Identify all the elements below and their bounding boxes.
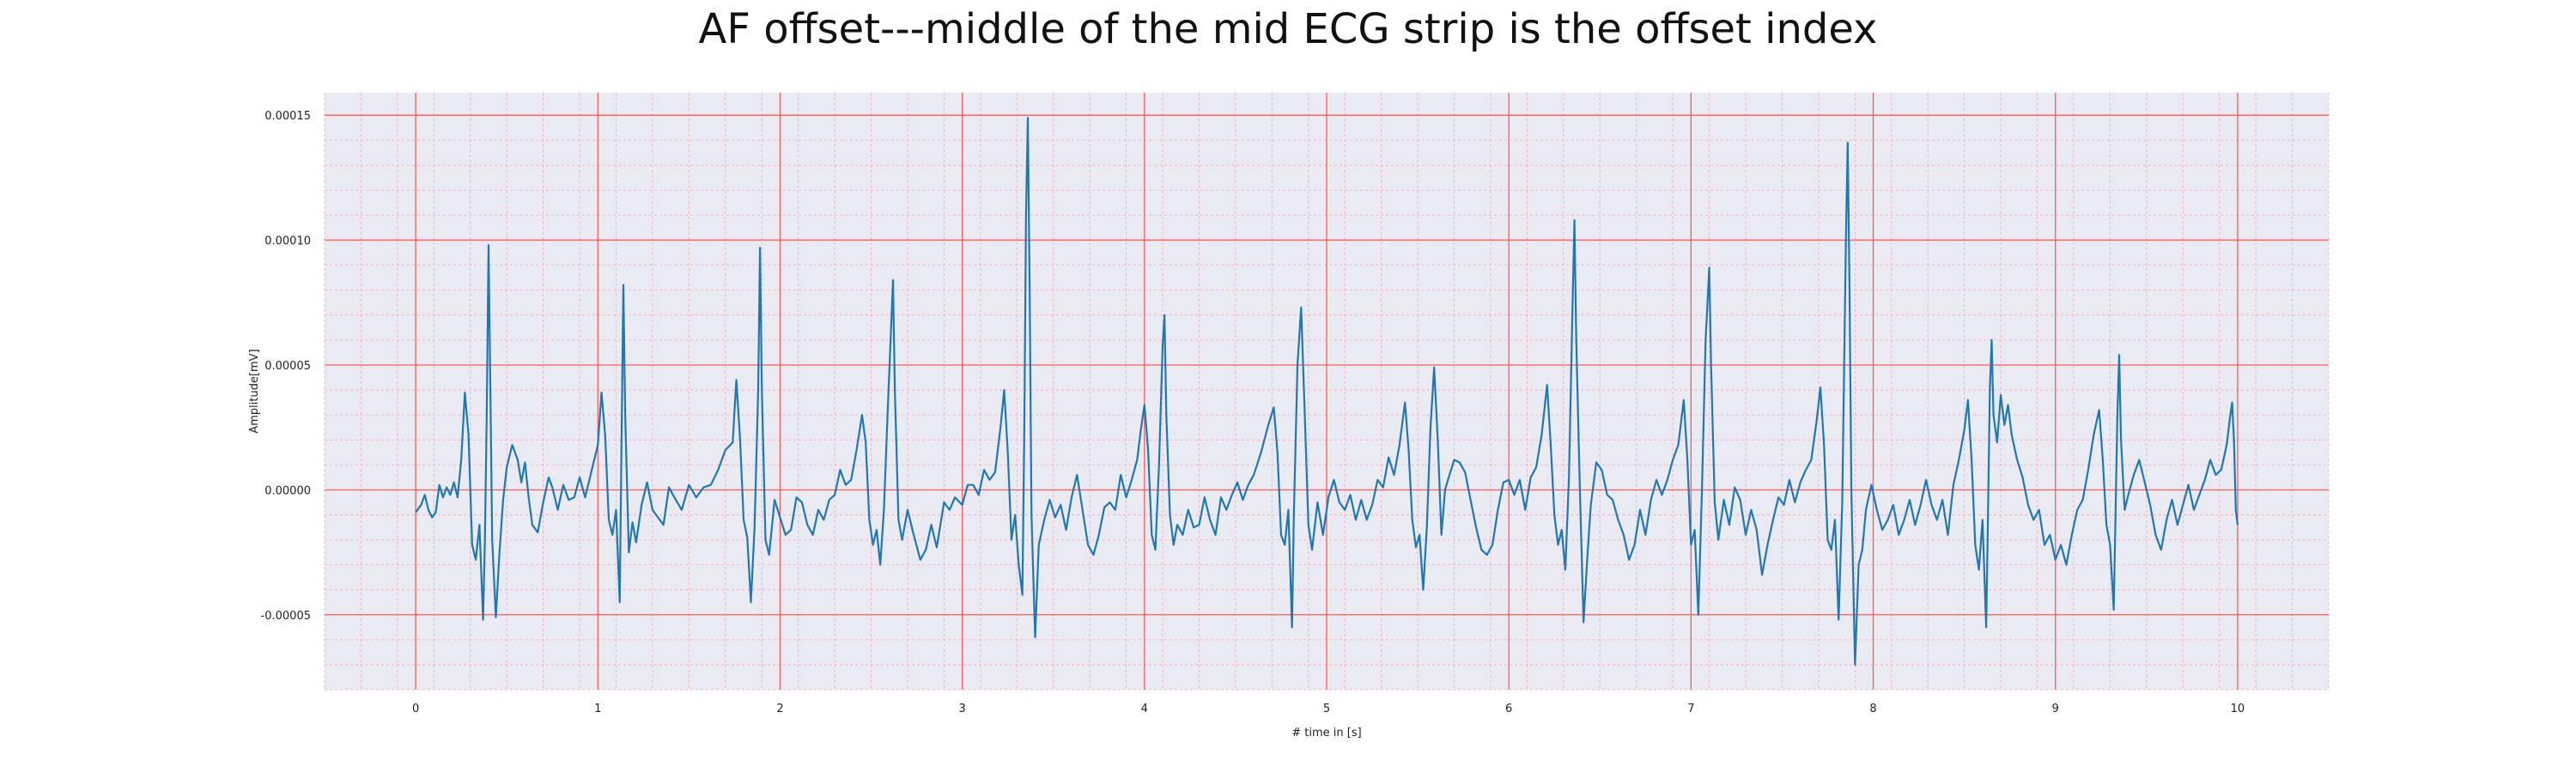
x-tick-label: 0 [412, 703, 419, 715]
x-tick-label: 3 [958, 703, 965, 715]
series-layer [415, 116, 2239, 666]
x-tick-label: 4 [1141, 703, 1148, 715]
x-tick-label: 7 [1687, 703, 1694, 715]
x-tick-label: 5 [1323, 703, 1330, 715]
major-grid [325, 93, 2329, 690]
x-tick-label: 6 [1505, 703, 1512, 715]
y-tick-label: 0.00005 [264, 360, 311, 373]
x-tick-label: 9 [2052, 703, 2059, 715]
x-tick-label: 10 [2231, 703, 2245, 715]
y-axis-ticks: -0.00005 0.00000 0.00005 0.00010 0.00015 [261, 110, 311, 623]
x-axis-ticks: 0 1 2 3 4 5 6 7 8 9 10 [412, 703, 2245, 715]
y-tick-label: 0.00015 [264, 110, 311, 123]
y-tick-label: -0.00005 [261, 610, 311, 623]
x-tick-label: 8 [1869, 703, 1876, 715]
x-axis-label: # time in [s] [1291, 727, 1361, 740]
y-tick-label: 0.00010 [264, 235, 311, 248]
x-tick-label: 1 [594, 703, 601, 715]
y-axis-label: Amplitude[mV] [248, 349, 261, 433]
x-tick-label: 2 [776, 703, 783, 715]
y-tick-label: 0.00000 [264, 484, 311, 497]
ecg-line [415, 116, 2239, 666]
chart-title: AF offset---middle of the mid ECG strip … [698, 5, 1878, 53]
